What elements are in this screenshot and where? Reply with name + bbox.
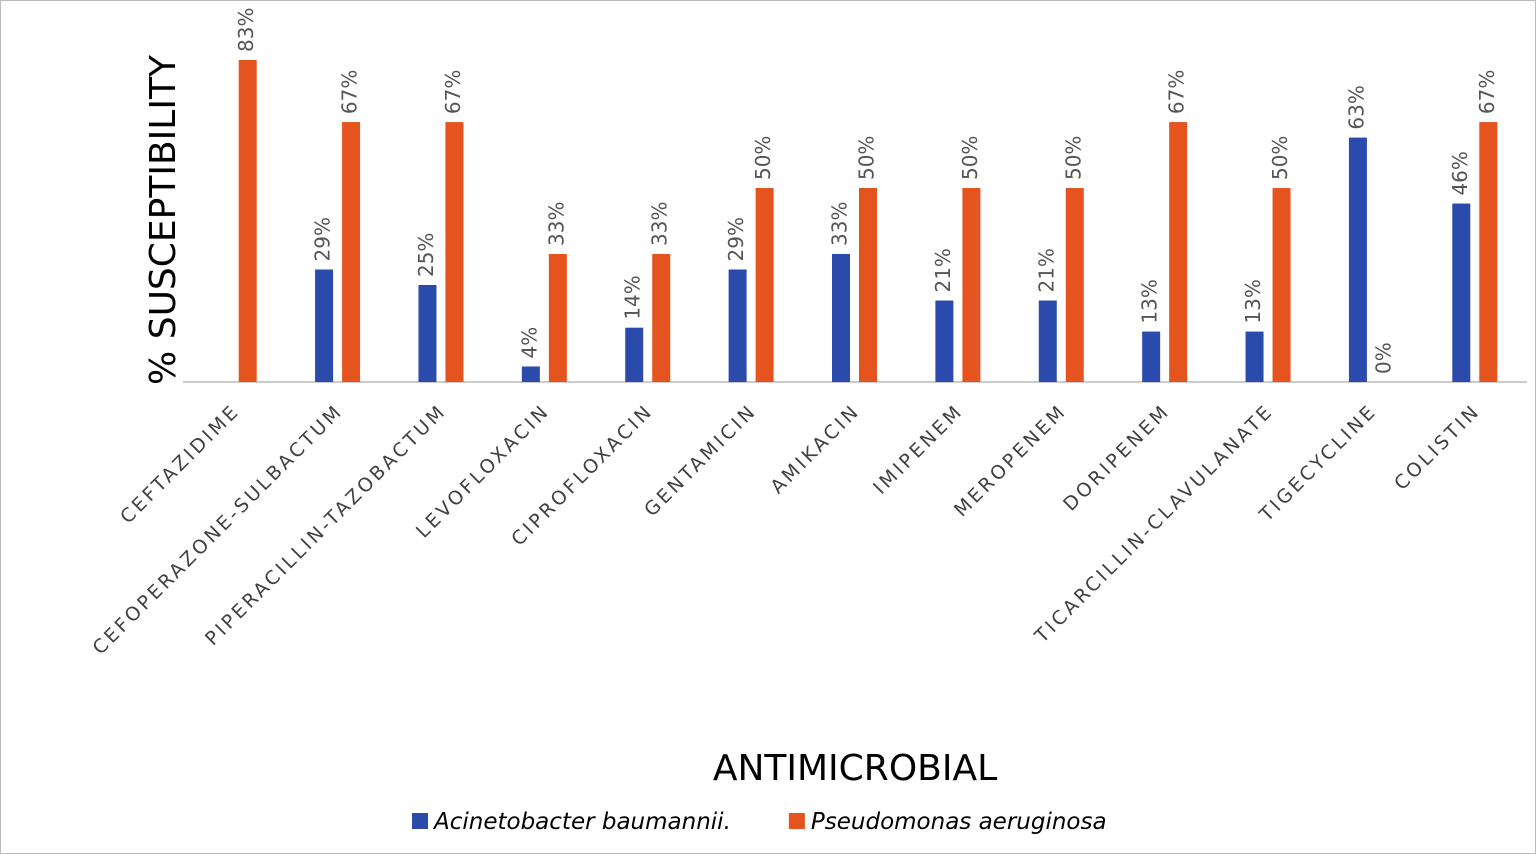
data-label: 33% [648,202,672,246]
legend-swatch [788,813,805,829]
data-label: 67% [1475,70,1499,114]
data-label: 46% [1448,151,1472,195]
bar [1272,188,1291,382]
bar [342,122,361,382]
bar [548,253,567,382]
bar [1245,331,1264,382]
data-label: 29% [311,217,335,261]
bar [652,253,671,382]
legend-label: Pseudomonas aeruginosa [811,809,1107,835]
data-label: 14% [621,275,645,319]
bar [445,122,464,382]
data-label: 63% [1344,85,1368,129]
data-label: 0% [1371,342,1395,374]
bar [238,60,257,382]
bar [755,188,774,382]
data-label: 67% [338,70,362,114]
bar [1348,137,1367,382]
data-label: 83% [234,8,258,52]
data-label: 50% [751,136,775,180]
data-label: 25% [414,233,438,277]
bar [935,300,954,382]
legend-swatch [412,813,428,829]
bar [1169,122,1188,382]
data-label: 33% [544,202,568,246]
data-label: 50% [855,136,879,180]
bar [832,253,850,382]
bar [962,188,981,382]
data-label: 13% [1241,279,1265,323]
bar [625,327,644,382]
bar [521,366,540,382]
bar [1038,300,1057,382]
bar [1065,188,1084,382]
data-label: 50% [958,136,982,180]
bar [728,269,747,382]
bar [1142,331,1161,382]
bar [1479,122,1498,382]
bar [1452,203,1471,382]
data-label: 13% [1138,279,1162,323]
data-label: 21% [931,248,955,292]
data-label: 21% [1034,248,1058,292]
bar [418,285,437,382]
data-label: 50% [1061,136,1085,180]
data-label: 33% [828,202,852,246]
x-axis-title: ANTIMICROBIAL [713,748,997,789]
bar [859,188,877,382]
legend-label: Acinetobacter baumannii. [432,809,731,835]
data-label: 50% [1268,136,1292,180]
data-label: 4% [517,327,541,359]
bar [315,269,334,382]
data-label: 67% [1165,70,1189,114]
data-label: 67% [441,70,465,114]
data-label: 29% [724,217,748,261]
y-axis-title: % SUSCEPTIBILITY [143,54,184,385]
